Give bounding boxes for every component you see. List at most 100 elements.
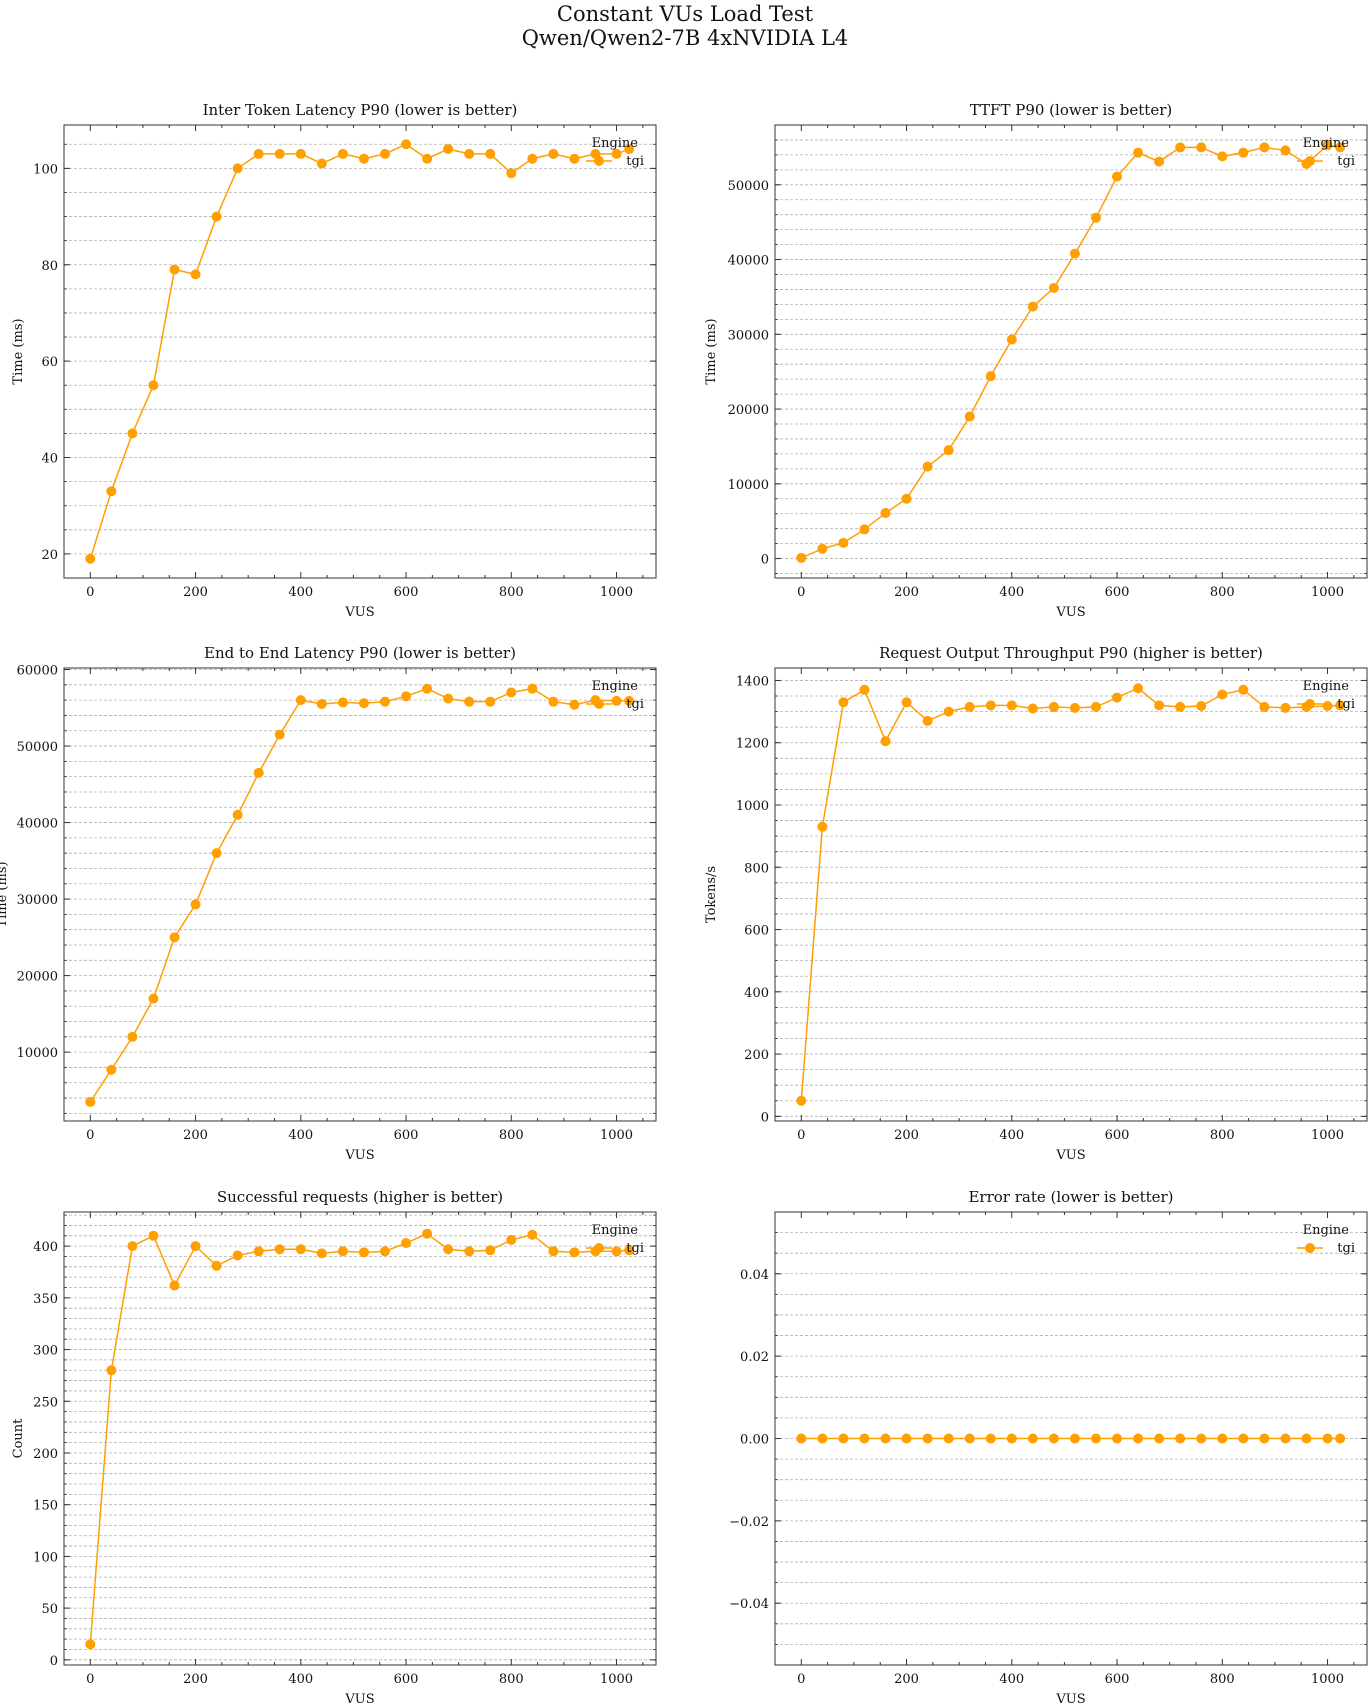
data-point bbox=[1280, 145, 1291, 156]
data-point bbox=[358, 1247, 369, 1258]
x-tick-label: 0 bbox=[797, 585, 805, 600]
x-tick-label: 1000 bbox=[600, 1672, 633, 1687]
data-point bbox=[569, 153, 580, 164]
data-point bbox=[817, 1433, 828, 1444]
x-tick-label: 200 bbox=[183, 1128, 208, 1143]
data-point bbox=[1217, 151, 1228, 162]
data-point bbox=[1301, 1433, 1312, 1444]
data-point bbox=[859, 684, 870, 695]
y-tick-label: 1400 bbox=[736, 674, 769, 689]
data-point bbox=[838, 697, 849, 708]
data-point bbox=[1069, 248, 1080, 259]
data-point bbox=[624, 1245, 635, 1256]
x-tick-label: 200 bbox=[183, 1672, 208, 1687]
data-point bbox=[922, 1433, 933, 1444]
data-point bbox=[1154, 156, 1165, 167]
data-point bbox=[485, 148, 496, 159]
data-point bbox=[964, 701, 975, 712]
y-tick-label: 600 bbox=[744, 924, 769, 939]
data-point bbox=[211, 211, 222, 222]
x-tick-label: 800 bbox=[1210, 1128, 1235, 1143]
data-point bbox=[922, 715, 933, 726]
x-tick-label: 1000 bbox=[600, 585, 633, 600]
y-tick-label: 80 bbox=[41, 259, 58, 274]
y-tick-label: 20000 bbox=[728, 403, 769, 418]
data-point bbox=[964, 1433, 975, 1444]
data-point bbox=[169, 264, 180, 275]
legend-marker bbox=[594, 699, 604, 709]
y-tick-label: 50 bbox=[41, 1602, 58, 1617]
data-point bbox=[295, 1244, 306, 1255]
data-point bbox=[817, 543, 828, 554]
data-point bbox=[880, 507, 891, 518]
data-point bbox=[274, 148, 285, 159]
data-point bbox=[127, 1031, 138, 1042]
data-point bbox=[1196, 142, 1207, 153]
data-point bbox=[1133, 147, 1144, 158]
x-tick-label: 1000 bbox=[600, 1128, 633, 1143]
data-point bbox=[1335, 1433, 1346, 1444]
data-point bbox=[1196, 1433, 1207, 1444]
data-point bbox=[880, 736, 891, 747]
data-point bbox=[1259, 701, 1270, 712]
plot-frame bbox=[774, 667, 1368, 1122]
legend-marker bbox=[594, 1243, 604, 1253]
data-point bbox=[943, 706, 954, 717]
x-tick-label: 0 bbox=[86, 1672, 94, 1687]
data-point bbox=[569, 699, 580, 710]
x-axis-label: VUS bbox=[1055, 1148, 1085, 1163]
data-point bbox=[106, 486, 117, 497]
y-tick-label: 50000 bbox=[728, 179, 769, 194]
x-tick-label: 800 bbox=[1210, 1672, 1235, 1687]
y-tick-label: −0.04 bbox=[729, 1597, 769, 1612]
x-axis-label: VUS bbox=[344, 1148, 374, 1163]
data-point bbox=[1006, 1433, 1017, 1444]
y-tick-label: 30000 bbox=[17, 893, 58, 908]
data-point bbox=[253, 148, 264, 159]
data-point bbox=[548, 696, 559, 707]
data-point bbox=[964, 411, 975, 422]
data-point bbox=[1196, 700, 1207, 711]
data-point bbox=[506, 1234, 517, 1245]
data-point bbox=[295, 148, 306, 159]
x-tick-label: 200 bbox=[894, 585, 919, 600]
data-point bbox=[1259, 1433, 1270, 1444]
y-tick-label: 250 bbox=[33, 1395, 58, 1410]
legend-marker bbox=[1305, 699, 1315, 709]
data-point bbox=[838, 537, 849, 548]
y-tick-label: 0.02 bbox=[740, 1350, 769, 1365]
chart-title: Inter Token Latency P90 (lower is better… bbox=[203, 101, 518, 119]
data-point bbox=[1175, 142, 1186, 153]
x-tick-label: 600 bbox=[1105, 1128, 1130, 1143]
data-point bbox=[190, 899, 201, 910]
data-point bbox=[1238, 147, 1249, 158]
chart-panel-3: End to End Latency P90 (lower is better)… bbox=[0, 644, 657, 1163]
data-point bbox=[1027, 703, 1038, 714]
data-point bbox=[295, 695, 306, 706]
x-tick-label: 0 bbox=[797, 1128, 805, 1143]
data-point bbox=[401, 691, 412, 702]
chart-title: End to End Latency P90 (lower is better) bbox=[204, 644, 516, 662]
x-tick-label: 1000 bbox=[1311, 1672, 1344, 1687]
plot-frame bbox=[63, 667, 657, 1122]
data-point bbox=[527, 153, 538, 164]
data-point bbox=[985, 700, 996, 711]
data-point bbox=[211, 1260, 222, 1271]
data-point bbox=[611, 695, 622, 706]
y-tick-label: 0 bbox=[761, 1110, 769, 1125]
chart-panel-5: Successful requests (higher is better) 0 2… bbox=[11, 1188, 657, 1705]
series-line-tgi bbox=[89, 143, 630, 559]
data-point bbox=[422, 153, 433, 164]
plot-frame bbox=[774, 124, 1368, 579]
data-point bbox=[1335, 700, 1346, 711]
y-tick-label: 1000 bbox=[736, 799, 769, 814]
data-point bbox=[253, 1246, 264, 1257]
data-point bbox=[337, 148, 348, 159]
data-point bbox=[796, 1433, 807, 1444]
y-tick-label: 40000 bbox=[17, 817, 58, 832]
y-tick-label: 150 bbox=[33, 1499, 58, 1514]
data-point bbox=[190, 269, 201, 280]
data-point bbox=[253, 767, 264, 778]
data-point bbox=[127, 1241, 138, 1252]
x-tick-label: 1000 bbox=[1311, 1128, 1344, 1143]
